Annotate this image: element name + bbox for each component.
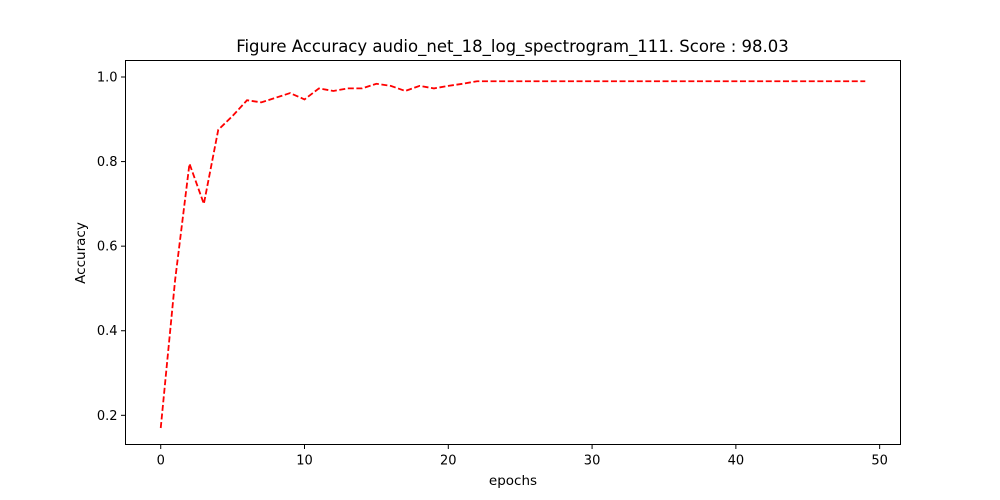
x-axis-label: epochs bbox=[489, 473, 537, 489]
y-tick-label: 0.2 bbox=[97, 409, 118, 424]
y-tick-label: 0.4 bbox=[97, 324, 118, 339]
plot-area bbox=[159, 80, 866, 429]
x-tick-label: 30 bbox=[584, 454, 601, 469]
y-tick-label: 1.0 bbox=[97, 70, 118, 85]
x-axis: 0 10 20 30 40 50 bbox=[157, 444, 888, 469]
plot-frame bbox=[125, 60, 901, 445]
y-axis-label: Accuracy bbox=[73, 222, 89, 284]
y-tick-label: 0.8 bbox=[97, 155, 118, 170]
y-axis: 0.2 0.4 0.6 0.8 1.0 bbox=[97, 70, 126, 424]
x-tick-label: 10 bbox=[296, 454, 313, 469]
y-tick-label: 0.6 bbox=[97, 240, 118, 255]
x-tick-label: 0 bbox=[157, 454, 165, 469]
x-tick-label: 50 bbox=[871, 454, 888, 469]
series-line-0 bbox=[159, 80, 866, 429]
chart-title: Figure Accuracy audio_net_18_log_spectro… bbox=[236, 37, 789, 57]
x-tick-label: 40 bbox=[728, 454, 745, 469]
x-tick-label: 20 bbox=[440, 454, 457, 469]
